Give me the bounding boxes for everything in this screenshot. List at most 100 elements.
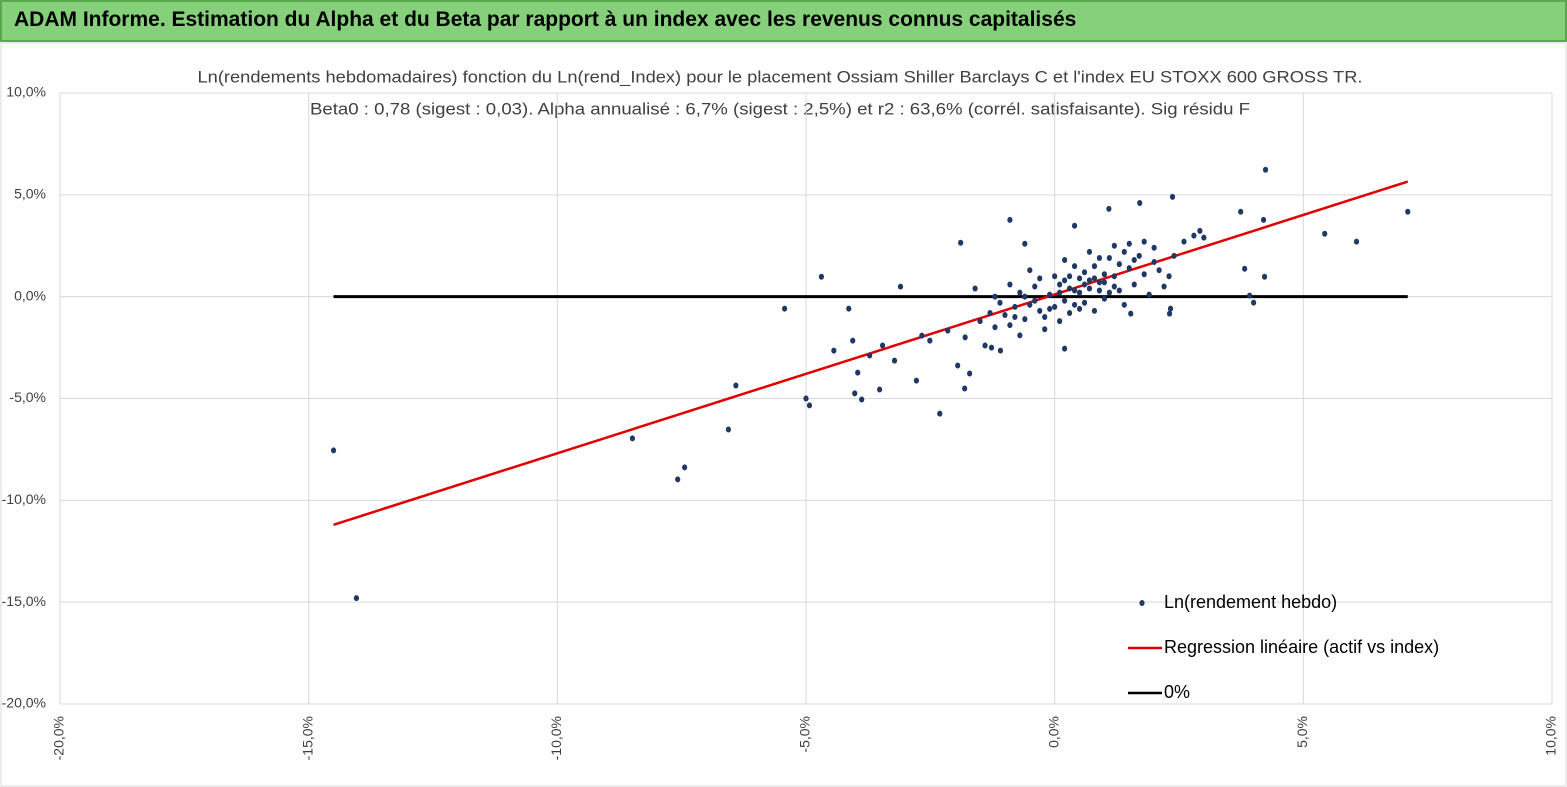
scatter-point — [1091, 263, 1098, 270]
scatter-point — [1017, 332, 1023, 339]
scatter-point — [806, 402, 813, 409]
scatter-point — [1071, 301, 1078, 308]
y-tick-label: 5,0% — [14, 186, 46, 202]
x-tick-label: -5,0% — [797, 716, 813, 753]
scatter-point — [1167, 305, 1174, 312]
scatter-point — [1322, 230, 1328, 237]
scatter-point — [879, 342, 886, 349]
scatter-point — [1071, 287, 1078, 294]
scatter-point — [859, 396, 865, 403]
legend-marker — [1139, 600, 1145, 606]
scatter-point — [1017, 289, 1023, 296]
x-tick-label: -15,0% — [299, 716, 315, 760]
x-tick-label: 0,0% — [1045, 716, 1061, 748]
scatter-point — [1086, 277, 1093, 284]
scatter-point — [682, 464, 688, 471]
scatter-point — [675, 476, 681, 483]
scatter-point — [997, 347, 1004, 354]
scatter-point — [997, 299, 1003, 306]
scatter-point — [1076, 289, 1083, 296]
scatter-point — [1111, 242, 1117, 249]
y-tick-label: -20,0% — [2, 695, 46, 711]
scatter-point — [1081, 269, 1088, 276]
scatter-point — [855, 369, 861, 376]
scatter-point — [1151, 244, 1157, 251]
legend-label: Regression linéaire (actif vs index) — [1164, 637, 1439, 657]
y-tick-label: 0,0% — [14, 287, 46, 303]
scatter-point — [1261, 273, 1268, 280]
scatter-point — [1116, 261, 1122, 268]
scatter-point — [1027, 301, 1033, 308]
scatter-point — [1022, 293, 1028, 300]
scatter-point — [1247, 292, 1253, 299]
scatter-point — [1057, 289, 1063, 296]
y-tick-label: 10,0% — [6, 84, 46, 100]
scatter-point — [1057, 281, 1063, 288]
scatter-point — [972, 285, 978, 292]
scatter-point — [1131, 281, 1137, 288]
y-tick-label: -10,0% — [2, 491, 46, 507]
scatter-point — [992, 324, 998, 331]
y-tick-label: -15,0% — [2, 593, 46, 609]
scatter-point — [1121, 301, 1127, 308]
scatter-point — [977, 318, 983, 325]
scatter-point — [1238, 208, 1244, 215]
scatter-point — [725, 426, 732, 433]
scatter-point — [1171, 252, 1177, 259]
scatter-point — [1091, 275, 1098, 282]
scatter-point — [1096, 287, 1103, 294]
scatter-point — [1096, 254, 1103, 261]
scatter-point — [1101, 279, 1107, 286]
scatter-point — [1071, 263, 1078, 270]
scatter-point — [782, 305, 788, 312]
scatter-point — [1066, 309, 1073, 316]
scatter-point — [919, 332, 925, 339]
scatter-point — [1191, 232, 1197, 239]
scatter-point — [1057, 318, 1063, 325]
scatter-point — [1101, 271, 1107, 278]
scatter-point — [1151, 259, 1157, 266]
scatter-point — [1052, 273, 1058, 280]
scatter-point — [1251, 299, 1257, 306]
scatter-point — [1242, 265, 1248, 272]
scatter-point — [962, 334, 968, 341]
scatter-point — [850, 337, 856, 344]
scatter-point — [1106, 254, 1112, 261]
scatter-point — [1091, 307, 1098, 314]
chart-subtitle: Beta0 : 0,78 (sigest : 0,03). Alpha annu… — [310, 99, 1250, 118]
scatter-point — [1066, 273, 1073, 280]
scatter-point — [1081, 281, 1088, 288]
scatter-point — [1081, 299, 1088, 306]
x-tick-label: 5,0% — [1294, 716, 1310, 748]
scatter-point — [1126, 240, 1132, 247]
scatter-point — [1169, 193, 1176, 200]
scatter-point — [1002, 311, 1008, 318]
scatter-point — [1262, 166, 1269, 173]
scatter-point — [1032, 297, 1038, 304]
scatter-point — [1076, 305, 1083, 312]
scatter-point — [1137, 199, 1143, 206]
x-tick-label: 10,0% — [1543, 716, 1559, 756]
scatter-point — [962, 385, 968, 392]
scatter-point — [958, 239, 964, 246]
scatter-point — [1106, 205, 1112, 212]
scatter-point — [1062, 257, 1068, 264]
scatter-point — [982, 342, 988, 349]
scatter-point — [1106, 289, 1112, 296]
scatter-point — [629, 435, 636, 442]
scatter-point — [1086, 285, 1093, 292]
scatter-point — [937, 410, 943, 417]
y-tick-label: -5,0% — [9, 389, 46, 405]
scatter-point — [846, 305, 852, 312]
scatter-point — [877, 386, 883, 393]
scatter-point — [1136, 252, 1142, 259]
scatter-point — [1111, 273, 1117, 280]
scatter-point — [992, 293, 998, 300]
scatter-point — [1086, 248, 1093, 255]
scatter-point — [1062, 345, 1068, 352]
scatter-point — [897, 283, 904, 290]
scatter-point — [1161, 283, 1167, 290]
scatter-point — [1156, 267, 1162, 274]
scatter-point — [988, 344, 995, 351]
scatter-point — [1121, 248, 1127, 255]
